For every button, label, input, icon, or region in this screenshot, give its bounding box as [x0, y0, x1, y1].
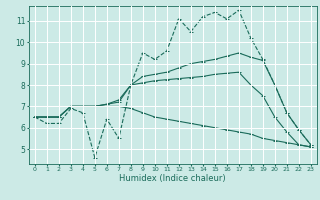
X-axis label: Humidex (Indice chaleur): Humidex (Indice chaleur): [119, 174, 226, 183]
